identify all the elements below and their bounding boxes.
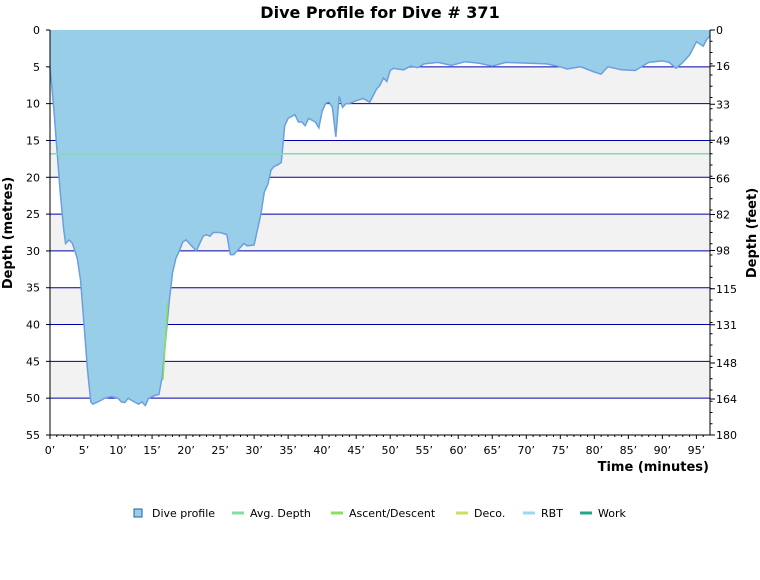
x-tick-label: 85’ [620, 444, 638, 457]
legend-label: Avg. Depth [250, 507, 311, 520]
x-tick-label: 90’ [654, 444, 672, 457]
chart-title: Dive Profile for Dive # 371 [260, 3, 499, 22]
x-tick-label: 55’ [415, 444, 433, 457]
y-tick-label-right: 180 [716, 429, 737, 442]
y-tick-label-left: 10 [26, 98, 40, 111]
x-tick-label: 20’ [177, 444, 195, 457]
profile-layer [49, 30, 711, 407]
x-tick-label: 15’ [143, 444, 161, 457]
y-tick-label-right: 0 [716, 24, 723, 37]
y-tick-label-left: 50 [26, 392, 40, 405]
legend-label: Ascent/Descent [349, 507, 436, 520]
profile-area [50, 30, 710, 406]
y-tick-label-left: 35 [26, 282, 40, 295]
y-axis-label-left: Depth (metres) [1, 177, 16, 289]
legend-swatch-dive-profile [133, 508, 143, 518]
y-tick-label-right: 66 [716, 173, 730, 186]
y-tick-label-right: 16 [716, 60, 730, 73]
y-tick-label-right: 131 [716, 319, 737, 332]
legend-label: Dive profile [152, 507, 215, 520]
y-tick-label-right: 82 [716, 209, 730, 222]
y-tick-label-right: 49 [716, 134, 730, 147]
x-tick-label: 80’ [586, 444, 604, 457]
tick-labels: 0 5 10 15 20 25 30 35 40 45 50 55 0 16 33 49 66 82 98 115 13… [26, 24, 737, 457]
y-axis-label-right: Depth (feet) [745, 188, 760, 278]
y-tick-label-right: 33 [716, 98, 730, 111]
profile-outline [49, 35, 711, 407]
y-tick-label-right: 148 [716, 357, 737, 370]
x-tick-label: 40’ [313, 444, 331, 457]
legend-label: Work [598, 507, 626, 520]
x-tick-label: 65’ [484, 444, 502, 457]
x-tick-label: 75’ [552, 444, 570, 457]
axes [46, 29, 715, 439]
y-tick-label-left: 25 [26, 208, 40, 221]
y-tick-label-left: 20 [26, 171, 40, 184]
legend-label: Deco. [474, 507, 505, 520]
legend: Dive profile Avg. Depth Ascent/Descent Deco… [133, 507, 626, 520]
y-tick-label-left: 55 [26, 429, 40, 442]
legend-label: RBT [541, 507, 563, 520]
ascent-segment [162, 302, 169, 380]
x-tick-label: 35’ [279, 444, 297, 457]
x-tick-label: 25’ [211, 444, 229, 457]
y-tick-label-right: 98 [716, 245, 730, 258]
y-tick-label-left: 45 [26, 355, 40, 368]
x-tick-label: 0’ [45, 444, 56, 457]
x-tick-label: 5’ [79, 444, 90, 457]
y-tick-label-left: 0 [33, 24, 40, 37]
y-tick-label-right: 164 [716, 393, 737, 406]
x-tick-label: 70’ [518, 444, 536, 457]
y-tick-label-left: 5 [33, 61, 40, 74]
y-tick-label-left: 15 [26, 134, 40, 147]
x-tick-label: 30’ [245, 444, 263, 457]
x-tick-label: 45’ [347, 444, 365, 457]
y-tick-label-left: 30 [26, 245, 40, 258]
x-tick-label: 95’ [688, 444, 706, 457]
y-tick-label-right: 115 [716, 283, 737, 296]
x-tick-label: 10’ [109, 444, 127, 457]
x-tick-label: 50’ [381, 444, 399, 457]
x-tick-label: 60’ [449, 444, 467, 457]
x-axis-label: Time (minutes) [598, 460, 709, 475]
y-tick-label-left: 40 [26, 319, 40, 332]
